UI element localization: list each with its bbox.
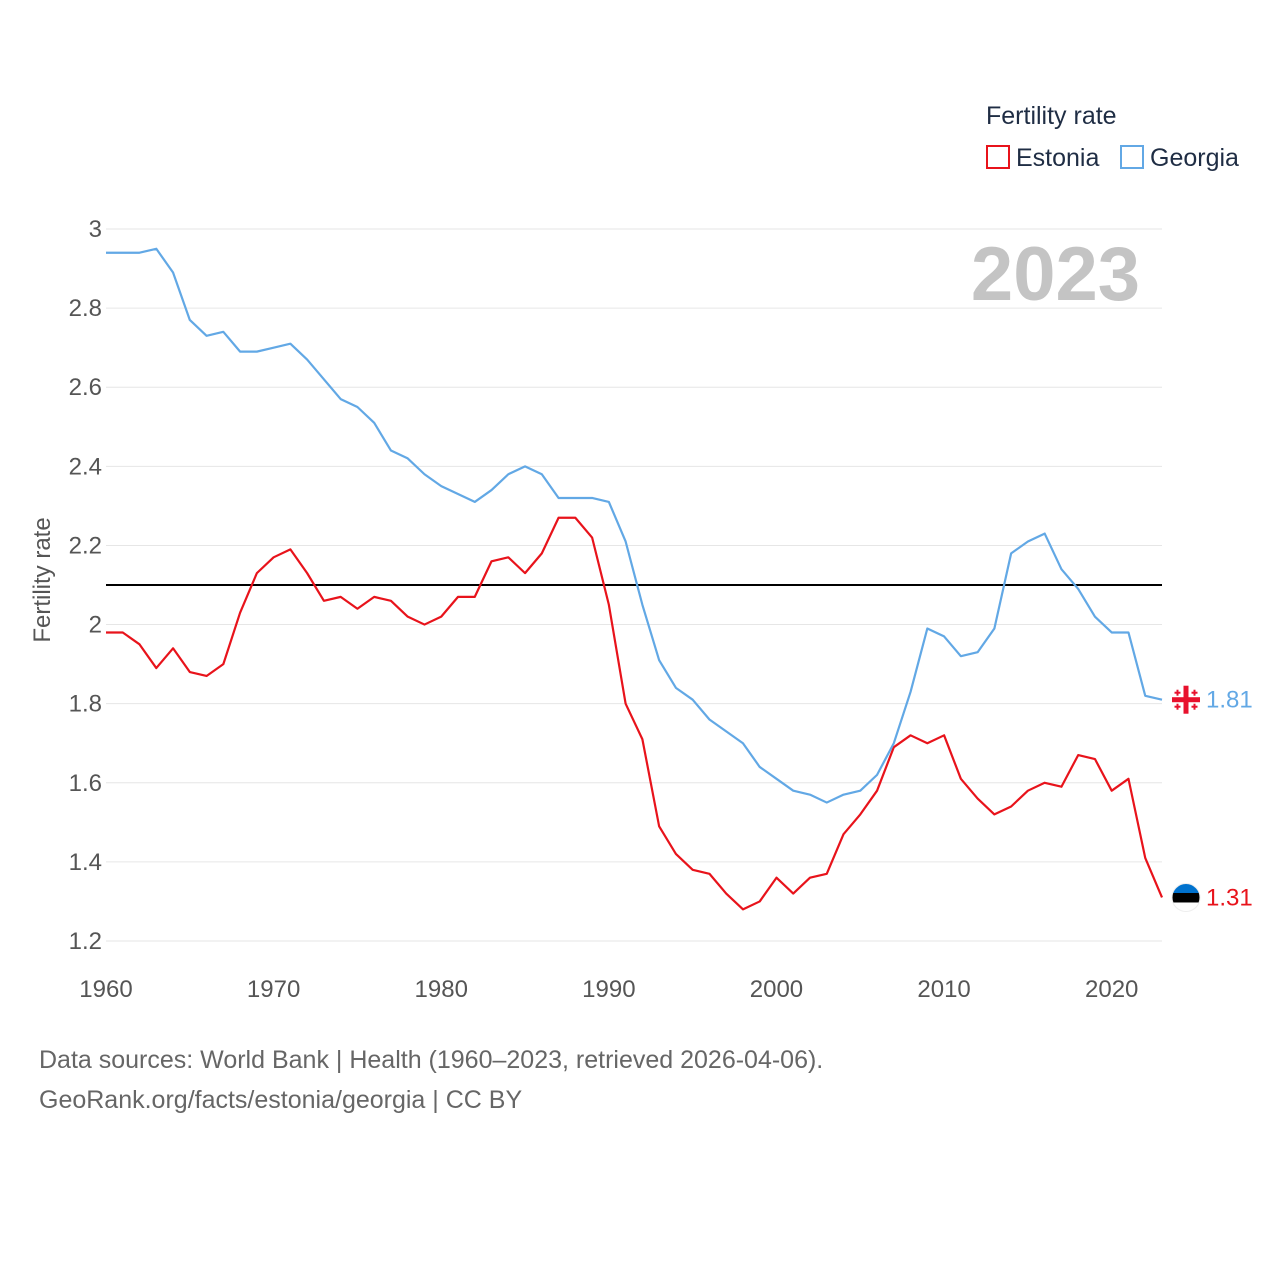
legend-swatch-georgia: [1120, 145, 1144, 169]
grid: [106, 228, 1162, 942]
source-note: Data sources: World Bank | Health (1960–…: [39, 1046, 824, 1074]
x-tick-label: 1960: [79, 976, 132, 1003]
y-tick-label: 1.6: [69, 770, 102, 797]
y-tick-label: 1.8: [69, 691, 102, 718]
y-tick-label: 1.4: [69, 849, 102, 876]
legend-item-georgia[interactable]: Georgia: [1120, 144, 1239, 172]
legend-label-georgia: Georgia: [1150, 144, 1239, 172]
end-markers: 1.31 1.81: [1171, 685, 1253, 912]
y-tick-label: 2: [89, 612, 102, 639]
series-line-estonia: [106, 516, 1164, 911]
end-label-georgia: 1.81: [1206, 687, 1253, 714]
estonia-flag-icon: [1171, 882, 1201, 912]
georgia-flag-icon: [1172, 685, 1200, 714]
legend-title: Fertility rate: [986, 102, 1117, 130]
y-tick-label: 1.2: [69, 928, 102, 955]
y-axis: 1.2 1.4 1.6 1.8 2 2.2 2.4 2.6 2.8 3: [69, 216, 102, 955]
y-axis-title: Fertility rate: [29, 517, 56, 642]
year-label: 2023: [971, 232, 1140, 317]
end-label-estonia: 1.31: [1206, 884, 1253, 911]
y-tick-label: 2.2: [69, 532, 102, 559]
x-tick-label: 1970: [247, 976, 300, 1003]
x-tick-label: 2000: [750, 976, 803, 1003]
legend-label-estonia: Estonia: [1016, 144, 1099, 172]
x-tick-label: 2010: [917, 976, 970, 1003]
series: [106, 247, 1164, 911]
y-tick-label: 2.6: [69, 374, 102, 401]
y-tick-label: 3: [89, 216, 102, 243]
x-axis: 1960 1970 1980 1990 2000 2010 2020: [79, 976, 1138, 1003]
fertility-chart: 1960 1970 1980 1990 2000 2010 2020 1.21.41.61.…: [29, 102, 1253, 1003]
x-tick-label: 1980: [415, 976, 468, 1003]
x-tick-label: 1990: [582, 976, 635, 1003]
legend-swatch-estonia: [986, 145, 1010, 169]
x-tick-label: 2020: [1085, 976, 1138, 1003]
series-line-georgia: [106, 247, 1163, 804]
y-tick-label: 2.8: [69, 295, 102, 322]
y-tick-label: 2.4: [69, 453, 102, 480]
legend-item-estonia[interactable]: Estonia: [986, 144, 1099, 172]
legend: Fertility rate Estonia Georgia: [986, 102, 1239, 172]
source-link[interactable]: GeoRank.org/facts/estonia/georgia | CC B…: [39, 1086, 523, 1114]
